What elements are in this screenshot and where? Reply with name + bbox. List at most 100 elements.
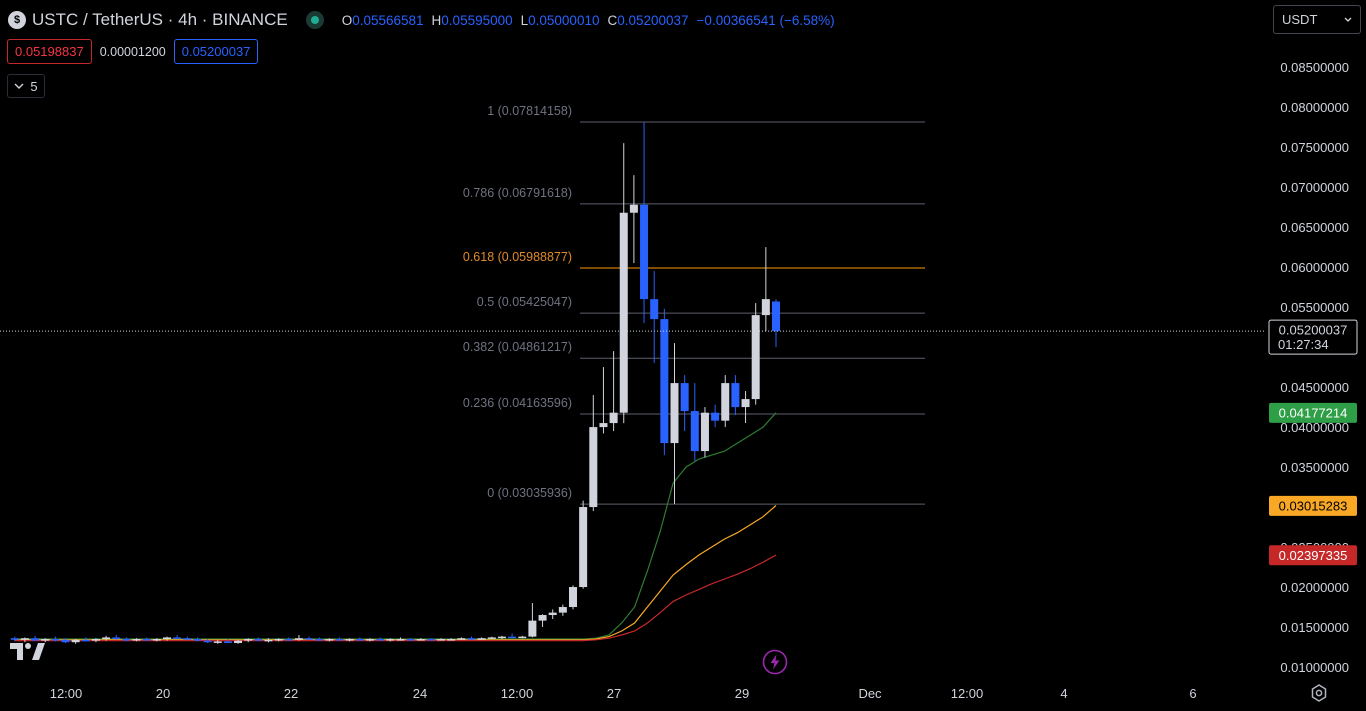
- candle-body: [234, 640, 243, 644]
- candle-body: [650, 299, 659, 320]
- candle-body: [31, 638, 40, 641]
- candle-body: [51, 639, 60, 641]
- price-badge-box: [1269, 402, 1357, 423]
- candle: [589, 395, 598, 512]
- candle: [51, 636, 60, 642]
- candle-body: [497, 636, 506, 639]
- price-tick-label: 0.07500000: [1280, 140, 1349, 155]
- candle: [711, 404, 720, 428]
- candle: [751, 303, 760, 405]
- candle: [558, 604, 567, 616]
- candle: [152, 638, 161, 642]
- candle: [700, 407, 709, 458]
- price-badge: 0.03015283: [1269, 495, 1357, 516]
- time-axis[interactable]: 12:00 20 22 24 12:00 27 29 Dec 12:00 4 6: [50, 686, 1197, 701]
- moving-average-line: [14, 412, 777, 640]
- candle: [234, 639, 243, 644]
- candle: [650, 271, 659, 364]
- candle: [112, 635, 121, 640]
- tradingview-logo-icon[interactable]: [10, 641, 46, 661]
- candle-body: [274, 639, 283, 641]
- price-badge-label: 0.02397335: [1279, 548, 1348, 563]
- candle-body: [223, 641, 232, 644]
- candle: [579, 500, 588, 589]
- candle-body: [193, 639, 202, 641]
- candle-body: [609, 412, 618, 424]
- candle: [223, 639, 232, 644]
- candle-body: [152, 639, 161, 641]
- candle-body: [761, 299, 770, 316]
- candle: [721, 375, 730, 428]
- ohlc-high: H0.05595000: [431, 12, 513, 28]
- time-tick-label: 29: [735, 686, 749, 701]
- candle: [518, 635, 527, 639]
- buy-button[interactable]: 0.05200037: [173, 39, 259, 64]
- candle: [376, 637, 385, 641]
- market-status-icon[interactable]: [305, 11, 324, 29]
- candle-body: [183, 638, 192, 640]
- candle: [366, 638, 374, 642]
- ustc-coin-icon: $: [8, 11, 26, 29]
- candle: [61, 638, 70, 644]
- candle-body: [345, 639, 354, 641]
- candle-body: [102, 637, 111, 640]
- candle: [264, 638, 273, 643]
- candle-body: [629, 204, 638, 213]
- settings-icon[interactable]: [1309, 683, 1329, 703]
- currency-select[interactable]: USDT: [1273, 5, 1361, 34]
- candle-body: [61, 639, 70, 643]
- candle-body: [619, 212, 628, 413]
- candle-body: [538, 615, 547, 621]
- candle: [772, 299, 780, 348]
- price-tick-label: 0.01500000: [1280, 620, 1349, 635]
- candle-body: [508, 636, 517, 639]
- candle: [416, 638, 425, 641]
- candle-body: [711, 412, 720, 421]
- price-badge-label: 0.04177214: [1279, 405, 1348, 420]
- flash-icon[interactable]: [762, 649, 788, 675]
- candle: [680, 375, 689, 432]
- candle-body: [741, 399, 750, 408]
- candle: [122, 637, 131, 642]
- candle: [102, 635, 111, 641]
- symbol-title[interactable]: USTC / TetherUS · 4h · BINANCE: [32, 10, 288, 29]
- time-tick-label: 12:00: [50, 686, 83, 701]
- candle: [487, 636, 496, 640]
- candle: [741, 391, 750, 424]
- candle-body: [91, 639, 100, 641]
- candle-body: [599, 423, 608, 428]
- candle-body: [173, 637, 182, 639]
- candle: [91, 638, 100, 643]
- candle-body: [518, 636, 527, 639]
- candle: [325, 638, 334, 642]
- candle-body: [731, 383, 740, 408]
- fib-level-label: 0.236 (0.04163596): [463, 396, 572, 410]
- fib-level-label: 0.5 (0.05425047): [477, 295, 572, 309]
- chevron-down-icon: [1344, 17, 1352, 22]
- price-badge-label: 0.05200037: [1279, 323, 1348, 338]
- candle: [132, 638, 141, 642]
- candlestick-series: [10, 122, 780, 644]
- candle-body: [772, 301, 780, 332]
- time-tick-label: 12:00: [951, 686, 984, 701]
- price-axis[interactable]: 0.090000000.085000000.080000000.07500000…: [1280, 20, 1349, 675]
- candle: [284, 637, 293, 641]
- sell-button[interactable]: 0.05198837: [7, 39, 92, 64]
- candle-body: [244, 639, 253, 641]
- candle-body: [315, 639, 324, 641]
- indicators-toggle-button[interactable]: 5: [7, 74, 45, 98]
- chevron-down-icon: [14, 83, 24, 89]
- candle-body: [548, 612, 557, 616]
- candle: [609, 351, 618, 432]
- candle-body: [264, 639, 273, 642]
- candle: [528, 603, 537, 638]
- candle: [294, 635, 303, 641]
- price-badge-box: [1268, 319, 1358, 355]
- candle-body: [589, 427, 598, 508]
- candle-body: [376, 639, 385, 641]
- candle: [386, 638, 395, 642]
- candle-body: [416, 639, 425, 641]
- candle-body: [122, 639, 131, 641]
- moving-average-line: [14, 505, 777, 641]
